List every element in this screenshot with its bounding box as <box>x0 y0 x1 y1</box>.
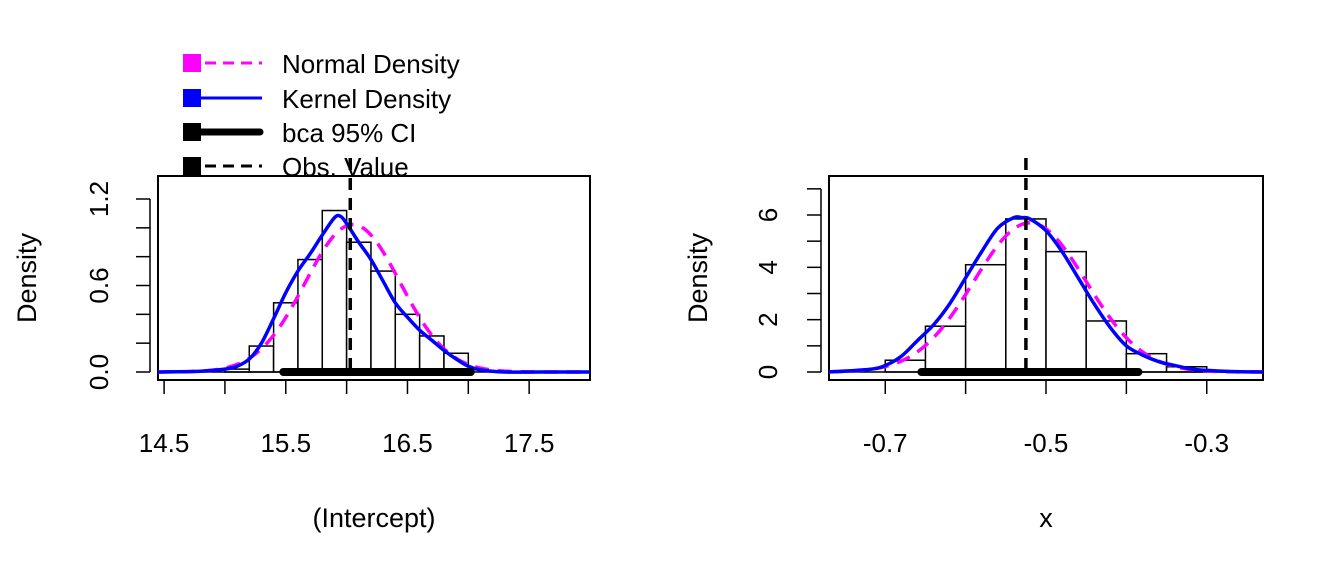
legend-entry-ci: bca 95% CI <box>183 118 416 148</box>
histogram-bar <box>248 345 275 373</box>
y-tick-label: 2 <box>753 312 783 326</box>
legend-entry-observed: Obs. Value <box>183 152 409 182</box>
y-tick-label: 1.2 <box>84 181 114 217</box>
x-tick-label: -0.5 <box>1024 428 1069 458</box>
histogram-bar <box>1045 250 1087 373</box>
panel-2: -0.7 -0.5 -0.3 0 2 4 6 x Density <box>683 158 1264 533</box>
histogram-bar <box>321 209 348 373</box>
legend-label-normal-density: Normal Density <box>282 49 460 79</box>
legend-swatch-normal-density <box>183 54 201 72</box>
histogram-bar <box>370 270 397 373</box>
x-axis-title: (Intercept) <box>312 503 435 533</box>
legend-label-observed: Obs. Value <box>282 152 409 182</box>
y-tick-label: 0 <box>753 365 783 379</box>
x-tick-label: 14.5 <box>139 428 190 458</box>
legend-swatch-kernel-density <box>183 89 201 107</box>
y-tick-label: 6 <box>753 208 783 222</box>
histogram-bar <box>964 263 1007 373</box>
x-tick-label: 15.5 <box>260 428 311 458</box>
y-tick-label: 0.0 <box>84 354 114 390</box>
histogram-bar <box>1085 320 1128 373</box>
legend-entry-kernel-density: Kernel Density <box>183 84 451 114</box>
y-tick-label: 4 <box>753 260 783 274</box>
histogram-bar <box>297 258 324 373</box>
x-tick-label: 16.5 <box>382 428 433 458</box>
legend-label-ci: bca 95% CI <box>282 118 416 148</box>
x-tick-label: -0.3 <box>1184 428 1229 458</box>
y-axis-title: Density <box>12 232 42 323</box>
kernel-density-curve <box>157 213 590 374</box>
histogram-bar <box>394 313 421 373</box>
histogram-bar <box>924 325 967 373</box>
legend: Normal Density Kernel Density bca 95% CI… <box>183 49 460 182</box>
x-tick-label: 17.5 <box>504 428 555 458</box>
y-axis-title: Density <box>683 232 713 323</box>
legend-swatch-ci <box>183 123 201 141</box>
panel-1: 14.5 15.5 16.5 17.5 0.0 0.6 1.2 (Intercept) Dens… <box>12 158 591 533</box>
legend-swatch-observed <box>183 157 201 175</box>
x-tick-label: -0.7 <box>863 428 908 458</box>
legend-label-kernel-density: Kernel Density <box>282 84 451 114</box>
y-tick-label: 0.6 <box>84 267 114 303</box>
kernel-density-curve <box>828 215 1264 374</box>
legend-entry-normal-density: Normal Density <box>183 49 460 79</box>
x-axis-title: x <box>1039 503 1053 533</box>
